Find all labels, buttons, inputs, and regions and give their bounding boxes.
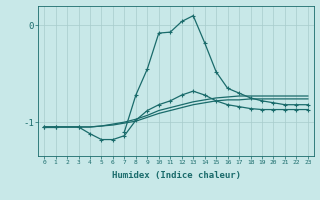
X-axis label: Humidex (Indice chaleur): Humidex (Indice chaleur) <box>111 171 241 180</box>
